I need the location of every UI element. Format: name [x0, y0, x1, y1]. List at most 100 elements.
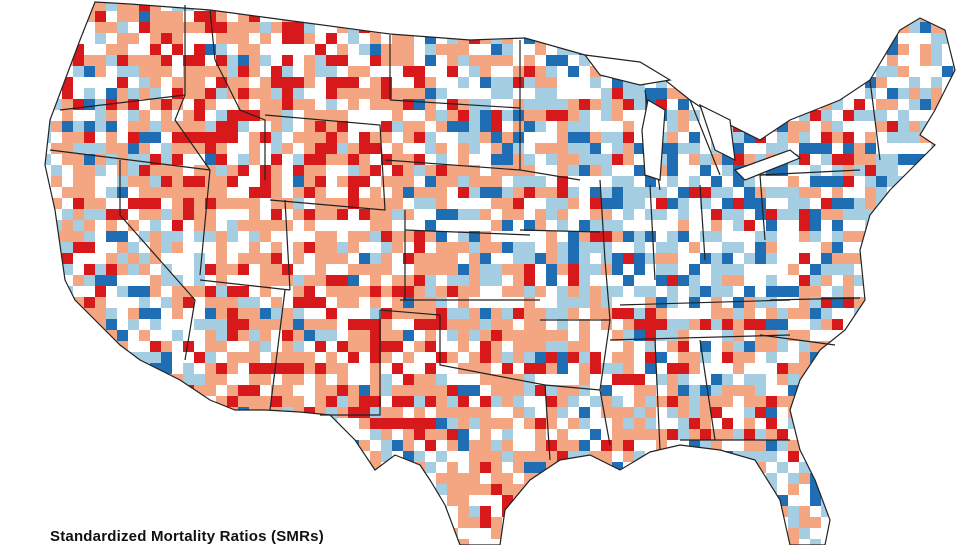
county-cell — [293, 286, 304, 297]
county-cell — [590, 517, 612, 528]
county-cell — [95, 407, 106, 418]
county-cell — [634, 462, 656, 473]
county-cell — [260, 33, 271, 44]
border-sd-ne — [384, 159, 521, 171]
county-cell — [667, 66, 678, 77]
county-cell — [315, 209, 326, 220]
county-cell — [645, 528, 656, 539]
county-cell — [667, 539, 689, 545]
county-cell — [326, 308, 337, 319]
county-cell — [425, 473, 436, 484]
county-cell — [348, 429, 359, 440]
county-cell — [865, 352, 876, 363]
county-cell — [865, 132, 876, 143]
border-ne-ks — [404, 229, 531, 236]
county-cell — [348, 462, 359, 473]
county-cell — [788, 198, 799, 209]
county-cell — [535, 286, 546, 297]
county-cell — [821, 473, 832, 484]
county-cell — [700, 308, 711, 319]
county-cell — [799, 231, 810, 242]
county-cell — [634, 517, 645, 528]
county-cell — [73, 495, 95, 506]
county-cell — [293, 440, 304, 451]
county-cell — [491, 99, 502, 110]
county-cell — [172, 44, 183, 55]
county-cell — [546, 198, 557, 209]
county-cell — [854, 528, 876, 539]
county-cell — [403, 132, 414, 143]
county-cell — [139, 110, 150, 121]
county-cell — [45, 242, 51, 253]
county-cell — [920, 143, 931, 154]
county-cell — [238, 110, 249, 121]
county-cell — [51, 451, 73, 462]
county-cell — [546, 132, 557, 143]
county-cell — [304, 2, 315, 11]
county-cell — [348, 33, 359, 44]
county-cell — [238, 88, 249, 99]
county-cell — [403, 99, 414, 110]
county-cell — [733, 363, 744, 374]
county-cell — [634, 2, 656, 11]
county-cell — [183, 506, 194, 517]
county-cell — [667, 220, 678, 231]
county-cell — [942, 110, 955, 121]
county-cell — [436, 352, 447, 363]
county-cell — [931, 66, 942, 77]
county-cell — [766, 506, 777, 517]
county-cell — [535, 297, 546, 308]
county-cell — [755, 286, 766, 297]
county-cell — [656, 385, 667, 396]
county-cell — [656, 352, 667, 363]
county-cell — [832, 242, 843, 253]
county-cell — [744, 385, 755, 396]
county-cell — [139, 352, 150, 363]
map-caption: Standardized Mortality Ratios (SMRs) — [50, 528, 324, 545]
county-cell — [920, 110, 931, 121]
county-cell — [447, 440, 458, 451]
county-cell — [282, 165, 293, 176]
county-cell — [920, 539, 931, 545]
county-cell — [117, 187, 128, 198]
county-cell — [887, 429, 898, 440]
county-cell — [73, 253, 84, 264]
county-cell — [711, 33, 722, 44]
county-cell — [898, 242, 909, 253]
county-cell — [117, 297, 128, 308]
county-cell — [359, 374, 370, 385]
county-cell — [645, 22, 656, 33]
county-cell — [414, 198, 425, 209]
county-cell — [139, 11, 150, 22]
county-cell — [51, 297, 62, 308]
county-cell — [832, 121, 843, 132]
county-cell — [755, 451, 766, 462]
county-cell — [722, 495, 744, 506]
county-cell — [150, 352, 161, 363]
county-cell — [95, 418, 106, 429]
county-cell — [282, 88, 293, 99]
county-cell — [414, 2, 436, 11]
county-cell — [150, 407, 161, 418]
county-cell — [667, 495, 678, 506]
county-cell — [359, 297, 370, 308]
county-cell — [623, 44, 645, 55]
county-cell — [249, 451, 260, 462]
county-cell — [282, 517, 293, 528]
county-cell — [51, 77, 62, 88]
county-cell — [436, 341, 447, 352]
county-cell — [62, 363, 84, 374]
county-cell — [513, 110, 524, 121]
county-cell — [931, 2, 942, 11]
county-cell — [942, 528, 955, 539]
county-cell — [733, 341, 744, 352]
county-cell — [656, 308, 667, 319]
county-cell — [216, 132, 227, 143]
county-cell — [304, 143, 315, 154]
county-cell — [557, 275, 568, 286]
county-cell — [249, 385, 260, 396]
county-cell — [315, 154, 326, 165]
county-cell — [667, 396, 678, 407]
county-cell — [414, 220, 425, 231]
county-cell — [293, 517, 304, 528]
